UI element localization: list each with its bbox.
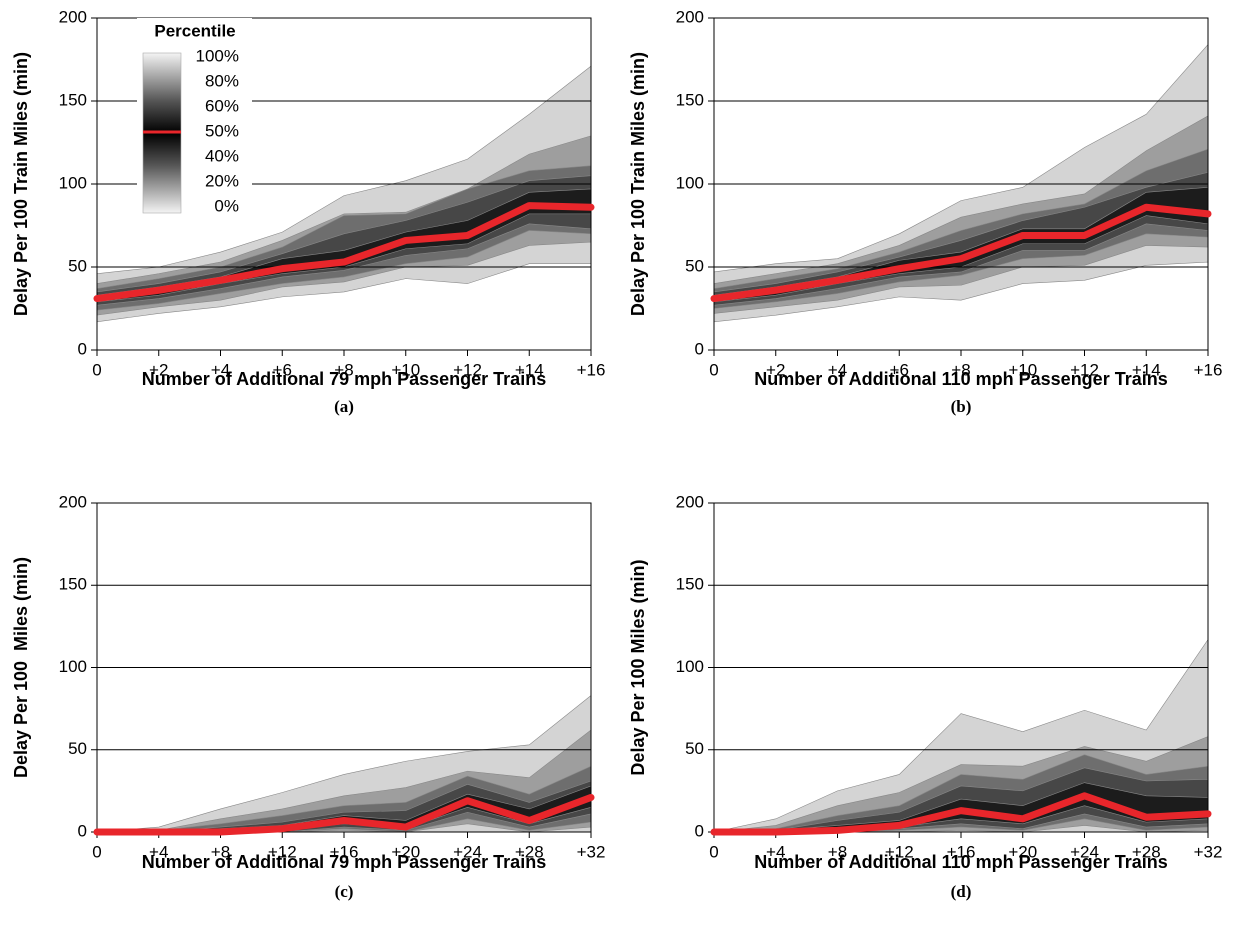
median-line [710, 792, 1212, 836]
y-tick-label: 200 [59, 7, 87, 26]
caption: (c) [335, 882, 354, 901]
y-tick-label: 200 [676, 492, 704, 511]
y-tick-label: 0 [695, 339, 704, 358]
x-tick-label: +16 [577, 360, 606, 379]
median-line [93, 202, 595, 303]
x-tick-label: +2 [149, 360, 168, 379]
y-axis-label: Delay Per 100 Train Miles (min) [628, 52, 648, 316]
x-tick-label: +24 [453, 842, 482, 861]
x-tick-label: +28 [1132, 842, 1161, 861]
x-tick-label: +32 [1194, 842, 1223, 861]
x-tick-label: +12 [885, 842, 914, 861]
x-tick-label: +10 [391, 360, 420, 379]
y-tick-label: 150 [676, 90, 704, 109]
y-tick-label: 100 [676, 173, 704, 192]
legend-label: 50% [205, 121, 239, 140]
plot-frame [713, 17, 1209, 351]
y-tick-label: 50 [68, 256, 87, 275]
caption: (b) [951, 397, 972, 416]
x-tick-label: +12 [453, 360, 482, 379]
legend-label: 20% [205, 171, 239, 190]
legend-label: 40% [205, 146, 239, 165]
y-tick-label: 100 [59, 657, 87, 676]
x-tick-label: 0 [709, 360, 718, 379]
y-tick-label: 50 [68, 739, 87, 758]
caption: (a) [334, 397, 354, 416]
x-tick-label: 0 [92, 360, 101, 379]
x-tick-label: +24 [1070, 842, 1099, 861]
plot-frame [713, 502, 1209, 833]
x-tick-label: 0 [92, 842, 101, 861]
x-tick-label: +8 [951, 360, 970, 379]
y-tick-label: 200 [676, 7, 704, 26]
x-tick-label: +14 [515, 360, 544, 379]
x-tick-label: +8 [828, 842, 847, 861]
y-axis-label: Delay Per 100 Train Miles (min) [11, 52, 31, 316]
x-tick-label: +8 [211, 842, 230, 861]
x-tick-label: +28 [515, 842, 544, 861]
x-tick-label: +6 [273, 360, 292, 379]
x-axis-label: Number of Additional 79 mph Passenger Tr… [142, 852, 546, 872]
y-axis-label: Delay Per 100 Miles (min) [628, 559, 648, 775]
plot-frame [96, 17, 592, 351]
legend-label: 60% [205, 96, 239, 115]
caption: (d) [951, 882, 972, 901]
y-tick-label: 200 [59, 492, 87, 511]
x-tick-label: +4 [828, 360, 847, 379]
median-line [710, 203, 1212, 303]
y-tick-label: 100 [59, 173, 87, 192]
y-tick-label: 50 [685, 256, 704, 275]
y-tick-label: 50 [685, 739, 704, 758]
y-tick-label: 0 [78, 339, 87, 358]
x-tick-label: +6 [890, 360, 909, 379]
x-tick-label: +8 [334, 360, 353, 379]
x-tick-label: +20 [391, 842, 420, 861]
legend-label: 0% [214, 196, 239, 215]
y-tick-label: 0 [78, 821, 87, 840]
x-tick-label: +16 [330, 842, 359, 861]
x-tick-label: 0 [709, 842, 718, 861]
x-tick-label: +10 [1008, 360, 1037, 379]
x-tick-label: +16 [1194, 360, 1223, 379]
legend: Percentile 100% 80% 60% 50% 40% 20% 0% [137, 18, 252, 215]
median-line [93, 793, 595, 836]
x-tick-label: +4 [211, 360, 230, 379]
plot-frame [96, 502, 592, 833]
legend-label: 80% [205, 71, 239, 90]
x-tick-label: +14 [1132, 360, 1161, 379]
x-tick-label: +12 [1070, 360, 1099, 379]
x-tick-label: +4 [149, 842, 168, 861]
x-axis-label: Number of Additional 110 mph Passenger T… [754, 369, 1167, 389]
y-tick-label: 150 [676, 575, 704, 594]
legend-label: 100% [196, 46, 239, 65]
y-tick-label: 100 [676, 657, 704, 676]
y-axis-label: Delay Per 100 Miles (min) [11, 557, 31, 778]
y-tick-label: 150 [59, 575, 87, 594]
x-tick-label: +16 [947, 842, 976, 861]
y-tick-label: 0 [695, 821, 704, 840]
x-axis-label: Number of Additional 110 mph Passenger T… [754, 852, 1167, 872]
x-tick-label: +4 [766, 842, 785, 861]
x-tick-label: +12 [268, 842, 297, 861]
x-tick-label: +32 [577, 842, 606, 861]
legend-title: Percentile [154, 21, 235, 40]
y-tick-label: 150 [59, 90, 87, 109]
x-tick-label: +20 [1008, 842, 1037, 861]
x-axis-label: Number of Additional 79 mph Passenger Tr… [142, 369, 546, 389]
x-tick-label: +2 [766, 360, 785, 379]
